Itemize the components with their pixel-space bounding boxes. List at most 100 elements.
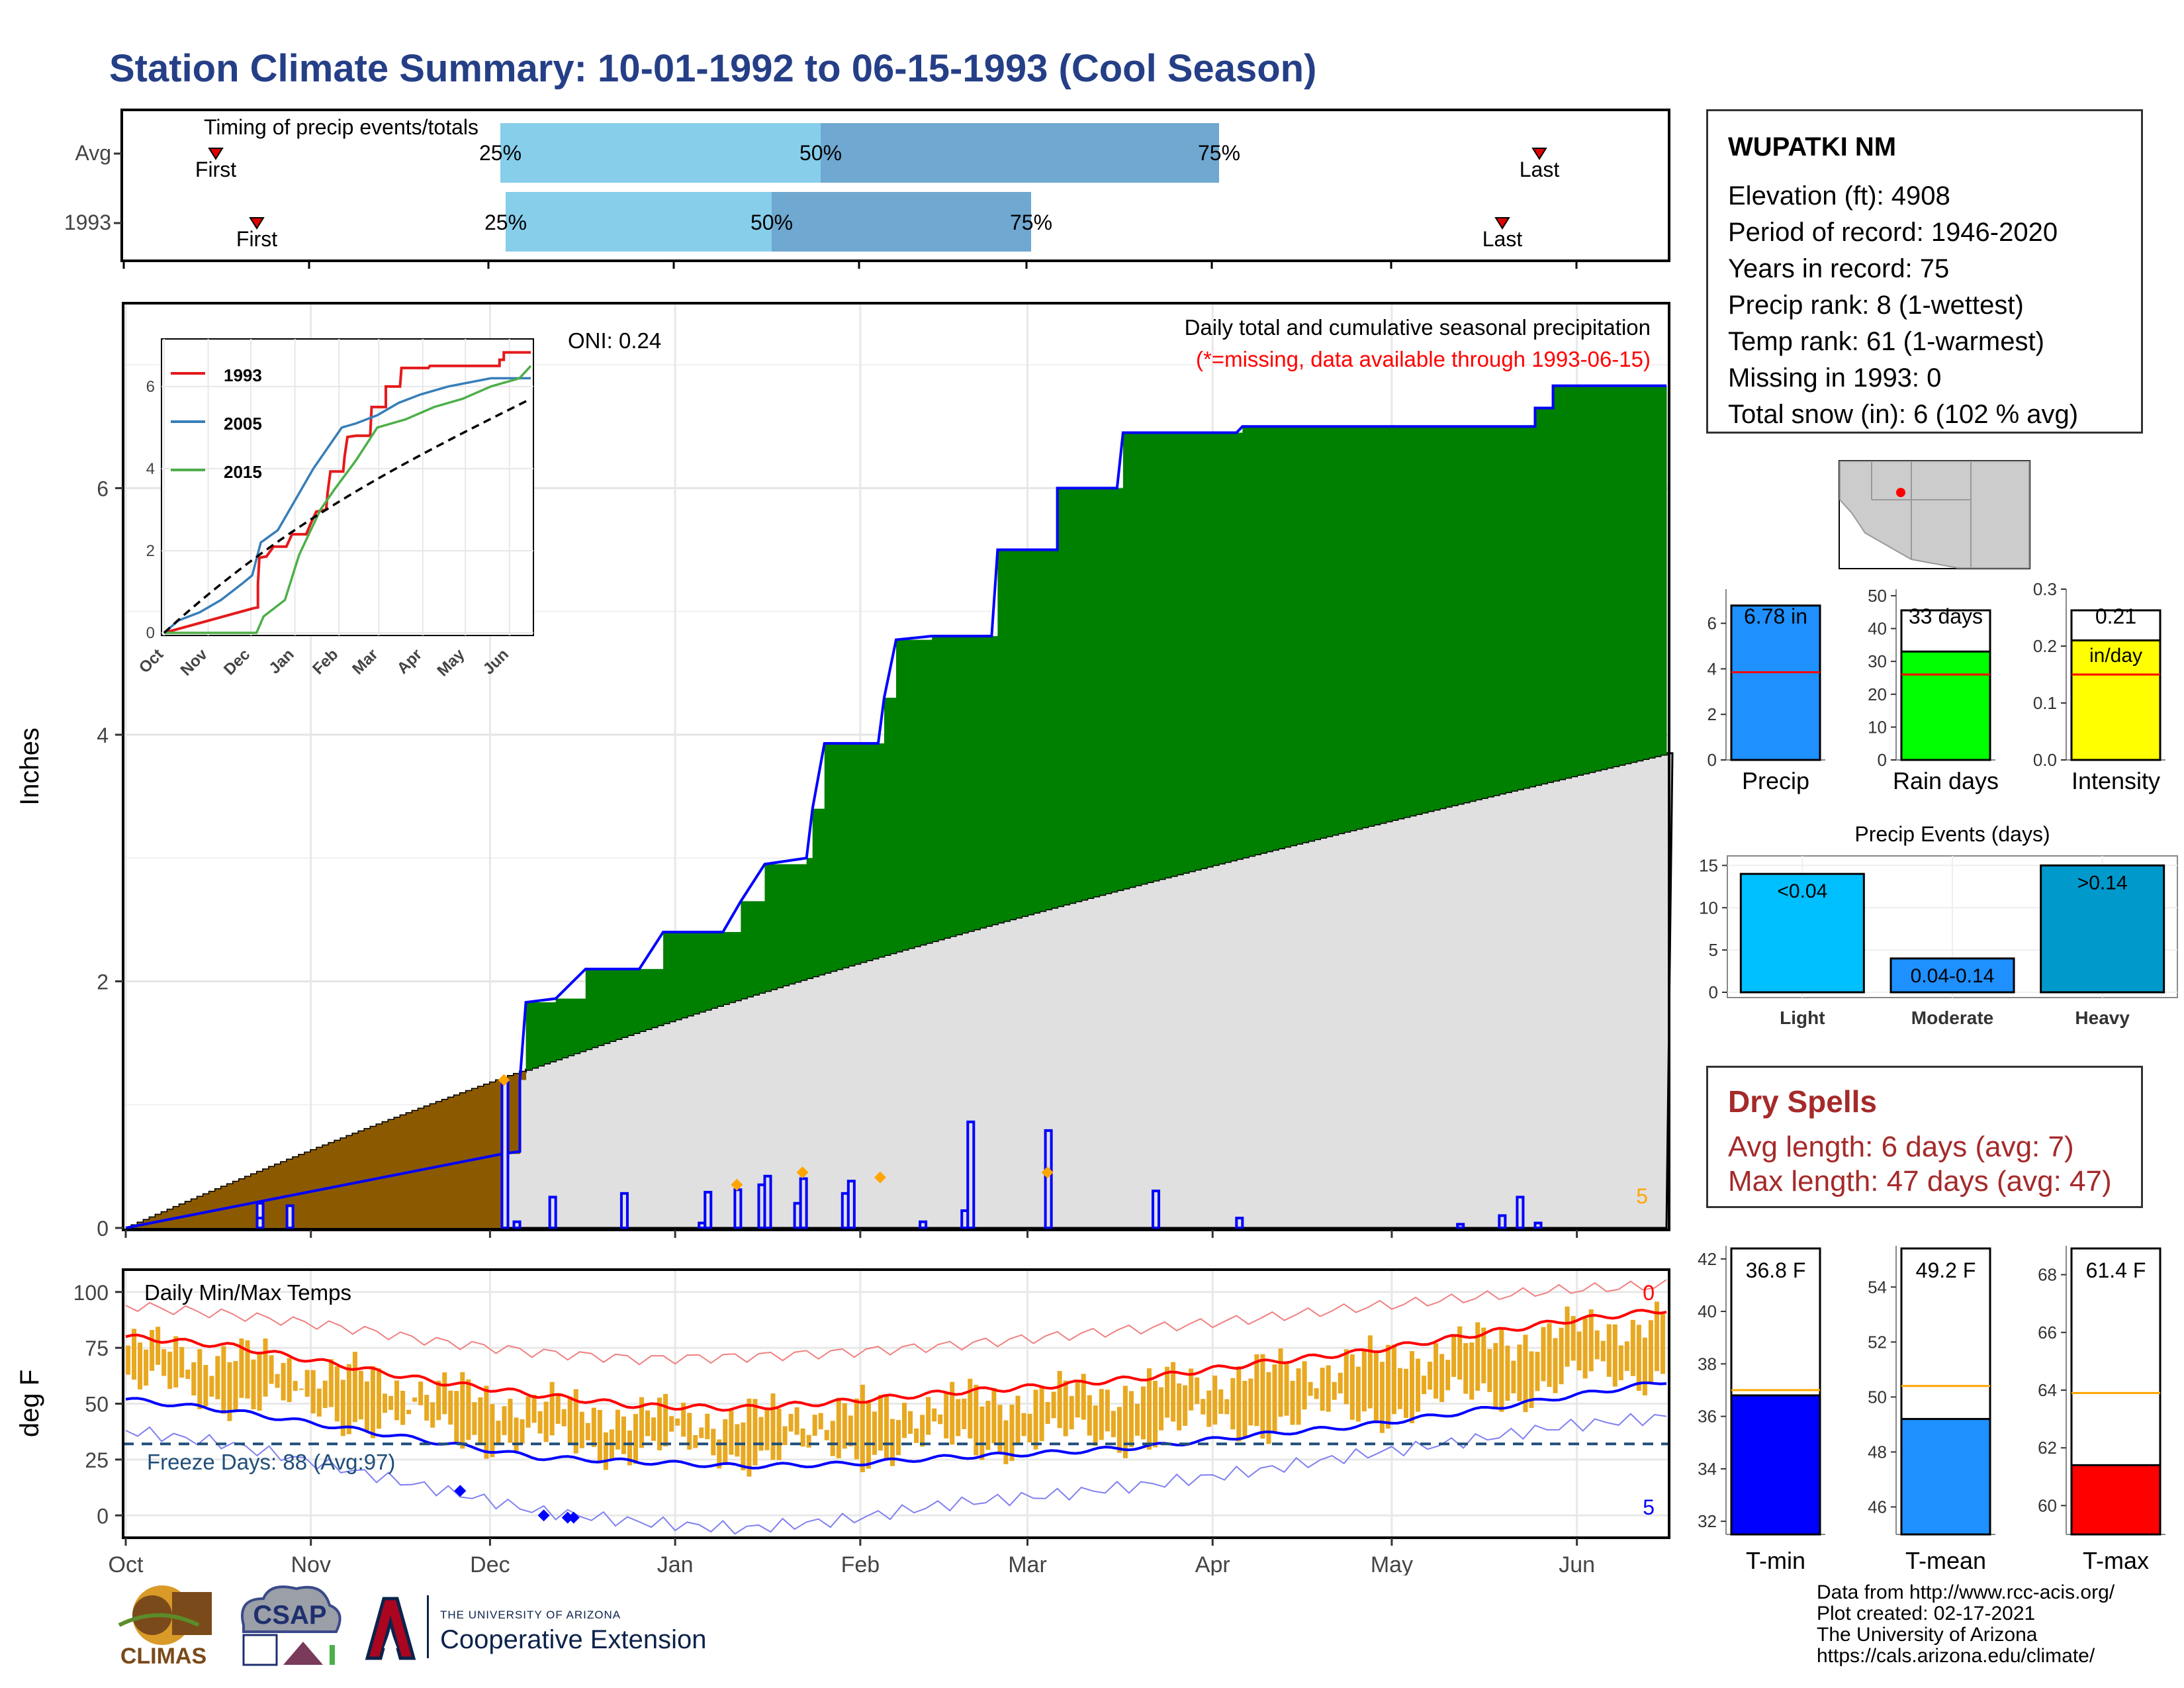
precip-surplus-area <box>1642 385 1649 759</box>
station-temp-rank: Temp rank: 61 (1-warmest) <box>1728 327 2044 356</box>
ua-logo: A <box>365 1597 416 1660</box>
precip-surplus-area <box>884 698 891 955</box>
precip-surplus-area <box>878 743 885 957</box>
daily-temp-bar <box>239 1338 244 1398</box>
precip-summary-tick-label: 0.1 <box>2033 693 2057 713</box>
precip-deficit-area <box>364 1129 371 1228</box>
daily-temp-bar <box>735 1424 740 1457</box>
precip-surplus-area <box>800 864 807 980</box>
daily-temp-bar <box>681 1403 686 1437</box>
precip-surplus-area <box>908 639 915 949</box>
precip-summary-label: Rain days <box>1893 767 1999 794</box>
daily-precip-bar <box>704 1190 713 1229</box>
precip-deficit-area <box>358 1131 365 1228</box>
temp-month-label: Feb <box>841 1552 880 1575</box>
daily-temp-bar <box>1397 1368 1402 1409</box>
daily-temp-bar <box>508 1399 513 1443</box>
daily-temp-bar <box>1254 1354 1259 1427</box>
daily-temp-bar <box>866 1402 871 1469</box>
yr-first-marker <box>249 217 265 230</box>
precip-surplus-area <box>1212 432 1219 865</box>
precip-summary-bars: 0 2 4 6 6.78 in Precip 0 10 20 30 40 50 33 days Rain … <box>1707 579 2165 794</box>
temp-summary-tick-label: 38 <box>1698 1354 1717 1374</box>
year-cumulative-line <box>125 384 1666 1229</box>
precip-surplus-area <box>1099 488 1106 895</box>
precip-surplus-area <box>1439 426 1446 808</box>
precip-surplus-area <box>723 931 729 1004</box>
avg-last-label: Last <box>1520 158 1560 181</box>
precip-ytick-label: 0 <box>97 1217 109 1241</box>
daily-temp-bar <box>376 1368 381 1429</box>
avg-last-marker <box>1531 148 1547 160</box>
daily-temp-bar <box>1630 1319 1635 1376</box>
precip-surplus-area <box>1266 426 1273 851</box>
daily-temp-bar <box>1600 1340 1606 1362</box>
station-years: Years in record: 75 <box>1728 254 1950 283</box>
precip-surplus-area <box>932 635 938 941</box>
daily-temp-bar <box>537 1411 543 1434</box>
daily-temp-bar <box>1499 1329 1504 1412</box>
daily-temp-bar <box>884 1395 889 1460</box>
temp-month-label: Nov <box>291 1552 330 1575</box>
daily-temp-bar <box>1355 1366 1361 1422</box>
daily-precip-bar <box>1498 1214 1507 1229</box>
precip-surplus-area <box>1547 408 1554 782</box>
daily-precip-bar <box>966 1120 976 1229</box>
temp-top-count: 0 <box>1643 1281 1655 1305</box>
precip-surplus-area <box>889 698 897 953</box>
precip-surplus-area <box>1559 385 1566 779</box>
daily-temp-bar <box>1565 1306 1570 1367</box>
precip-surplus-area <box>1493 426 1500 795</box>
avg-max-line <box>125 1309 1667 1412</box>
temp-summary-tick-label: 36 <box>1698 1407 1717 1427</box>
daily-temp-bar <box>1576 1331 1582 1371</box>
daily-temp-bar <box>442 1372 447 1415</box>
daily-temp-bar <box>1594 1330 1600 1360</box>
precip-surplus-area <box>1535 408 1542 785</box>
precip-deficit-area <box>275 1164 282 1228</box>
precip-surplus-area <box>1290 426 1297 845</box>
station-period: Period of record: 1946-2020 <box>1728 218 2058 247</box>
inset-legend-1993: 1993 <box>224 365 262 385</box>
daily-precip-bar <box>619 1192 629 1230</box>
daily-temp-bar <box>1189 1368 1194 1411</box>
daily-precip-bar <box>919 1220 928 1229</box>
daily-temp-bar <box>191 1362 197 1396</box>
precip-summary-tick-label: 0.0 <box>2033 750 2057 770</box>
temp-ytick-label: 50 <box>85 1393 109 1417</box>
precip-surplus-area <box>1206 432 1213 867</box>
daily-temp-bar <box>824 1430 829 1440</box>
precip-summary-value: 33 days <box>1909 604 1983 628</box>
daily-temp-bar <box>1343 1349 1349 1405</box>
daily-temp-bar <box>1009 1405 1015 1462</box>
temp-ytick-label: 100 <box>73 1281 109 1305</box>
daily-temp-bar <box>1505 1345 1510 1401</box>
daily-temp-bar <box>424 1395 430 1421</box>
daily-temp-bar <box>1128 1391 1134 1447</box>
daily-temp-bar <box>156 1327 161 1365</box>
station-missing: Missing in 1993: 0 <box>1728 363 1942 393</box>
daily-temp-bar <box>1523 1335 1528 1413</box>
precip-surplus-area <box>1511 426 1518 791</box>
precip-surplus-area <box>991 635 998 925</box>
precip-surplus-area <box>1403 426 1410 818</box>
daily-temp-bar <box>633 1414 638 1464</box>
precip-surplus-area <box>663 931 670 1023</box>
oni-label: ONI: 0.24 <box>568 328 661 353</box>
precip-surplus-area <box>1015 549 1022 918</box>
station-precip-rank: Precip rank: 8 (1-wettest) <box>1728 291 2024 320</box>
events-tick-label: 15 <box>1699 855 1718 875</box>
record-low-marker <box>537 1509 550 1522</box>
precip-surplus-area <box>1326 426 1333 837</box>
daily-temp-bar <box>1517 1344 1522 1401</box>
precip-ytick-label: 4 <box>97 724 109 747</box>
temp-ylabel: deg F <box>15 1370 44 1437</box>
temp-label: Daily Min/Max Temps <box>144 1280 351 1305</box>
precip-surplus-area <box>591 968 598 1047</box>
daily-temp-bar <box>794 1407 799 1435</box>
precip-summary-tick-label: 0.2 <box>2033 636 2057 656</box>
precip-surplus-area <box>818 808 825 975</box>
daily-temp-bar <box>1284 1363 1289 1416</box>
events-bar-inner-label: >0.14 <box>2077 872 2128 894</box>
daily-temp-bar <box>1367 1335 1373 1409</box>
